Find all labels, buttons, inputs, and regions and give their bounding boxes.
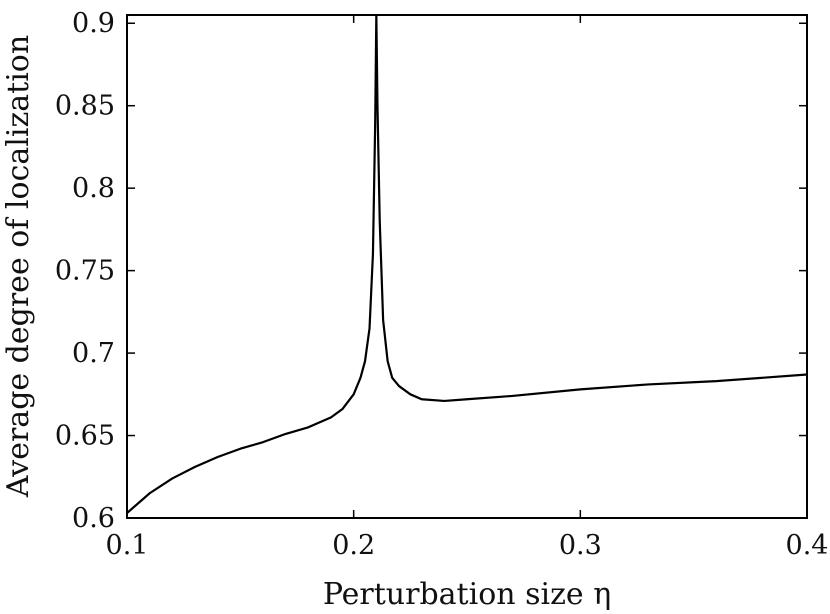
y-axis-title: Average degree of localization: [1, 35, 36, 498]
plot-frame: [126, 14, 808, 519]
y-tick-label: 0.8: [72, 173, 115, 204]
series-line: [126, 13, 808, 514]
x-axis-title: Perturbation size η: [323, 577, 611, 612]
y-tick-label: 0.85: [55, 91, 115, 122]
y-tick-label: 0.65: [55, 421, 115, 452]
y-tick-label: 0.75: [55, 256, 115, 287]
y-tick-label: 0.9: [72, 8, 115, 39]
x-tick-label: 0.1: [106, 530, 149, 561]
x-tick-label: 0.4: [786, 530, 829, 561]
y-tick-label: 0.7: [72, 338, 115, 369]
x-tick-label: 0.3: [559, 530, 602, 561]
x-axis-ticks: 0.1 0.2 0.3 0.4: [106, 15, 829, 561]
x-tick-label: 0.2: [332, 530, 375, 561]
plot-area: 0.1 0.2 0.3 0.4 0.6 0.65 0.7 0.75 0.8 0.85 0.9: [55, 8, 829, 561]
y-axis-ticks: 0.6 0.65 0.7 0.75 0.8 0.85 0.9: [55, 8, 807, 534]
y-tick-label: 0.6: [72, 503, 115, 534]
